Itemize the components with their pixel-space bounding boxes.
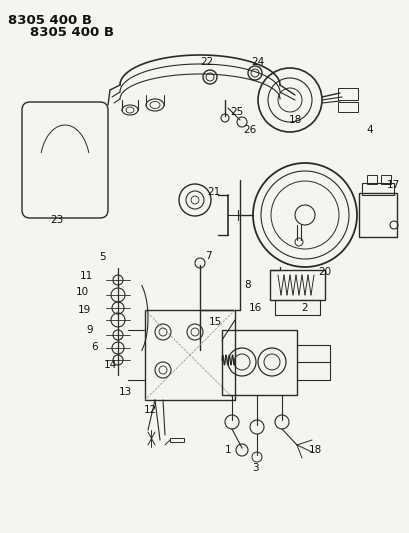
Text: 25: 25 <box>230 107 243 117</box>
Text: 16: 16 <box>248 303 261 313</box>
Text: 13: 13 <box>118 387 131 397</box>
Bar <box>221 330 296 395</box>
Text: 18: 18 <box>308 445 321 455</box>
Text: 9: 9 <box>86 325 93 335</box>
Text: 7: 7 <box>204 251 211 261</box>
Text: 8305 400 B: 8305 400 B <box>8 14 92 27</box>
Text: 8: 8 <box>244 280 251 290</box>
Text: 10: 10 <box>75 287 88 297</box>
Bar <box>366 175 376 184</box>
Text: 20: 20 <box>318 267 331 277</box>
Text: 15: 15 <box>208 317 221 327</box>
Text: 19: 19 <box>77 305 90 315</box>
Bar <box>380 175 390 184</box>
Text: 8305 400 B: 8305 400 B <box>30 26 114 39</box>
Bar <box>145 310 234 400</box>
Text: 17: 17 <box>385 180 399 190</box>
Bar <box>270 270 324 300</box>
Bar <box>358 193 396 237</box>
Text: 5: 5 <box>99 252 106 262</box>
Bar <box>361 183 393 195</box>
Text: 6: 6 <box>92 342 98 352</box>
Text: 14: 14 <box>103 360 116 370</box>
Text: 22: 22 <box>200 57 213 67</box>
Text: 24: 24 <box>251 57 264 67</box>
Bar <box>274 300 319 315</box>
Bar <box>170 438 184 442</box>
Text: 23: 23 <box>50 215 63 225</box>
Bar <box>337 102 357 112</box>
Text: 18: 18 <box>288 115 301 125</box>
Text: 3: 3 <box>251 463 258 473</box>
Bar <box>337 88 357 100</box>
Text: 2: 2 <box>301 303 308 313</box>
Text: 4: 4 <box>366 125 373 135</box>
Text: 1: 1 <box>224 445 231 455</box>
Text: 11: 11 <box>79 271 92 281</box>
Text: 26: 26 <box>243 125 256 135</box>
Text: 21: 21 <box>207 187 220 197</box>
Text: 12: 12 <box>143 405 156 415</box>
